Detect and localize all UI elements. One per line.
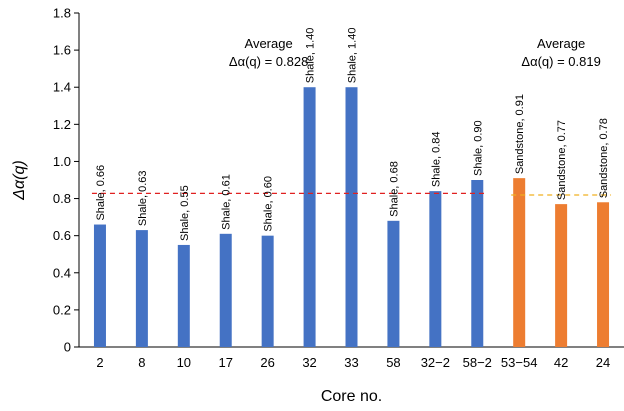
x-tick-label: 26: [260, 355, 274, 370]
average-lines: [91, 192, 612, 196]
bar: [219, 233, 232, 347]
bar: [177, 244, 190, 347]
x-axis-title: Core no.: [321, 388, 382, 405]
bar-data-label: Sandstone, 0.77: [556, 120, 568, 200]
bar-data-label: Shale, 0.68: [388, 161, 400, 217]
y-tick-label: 0.8: [53, 191, 71, 206]
bar-data-label: Shale, 0.60: [263, 176, 275, 232]
bar: [471, 180, 484, 347]
average-value: Δα(q) = 0.828: [229, 54, 308, 69]
bar-data-label: Shale, 0.55: [179, 185, 191, 241]
bar: [597, 202, 610, 347]
bar: [555, 204, 568, 347]
x-tick-label: 24: [596, 355, 610, 370]
bar-data-label: Shale, 1.40: [347, 28, 359, 84]
y-tick-label: 1.8: [53, 6, 71, 21]
bar: [93, 224, 106, 347]
average-title: Average: [245, 36, 293, 51]
y-tick-label: 1.2: [53, 117, 71, 132]
x-tick-label: 10: [177, 355, 191, 370]
bar-data-label: Shale, 0.66: [95, 165, 107, 221]
axes: 0 0.2 0.4 0.6 0.8 1.0 1.2 1.4 1.6 1.8 2 8 10 17 26 32 33…: [53, 6, 624, 370]
x-tick-label: 32: [302, 355, 316, 370]
average-value: Δα(q) = 0.819: [521, 54, 600, 69]
x-tick-label: 33: [344, 355, 358, 370]
y-tick-label: 0.6: [53, 228, 71, 243]
bar-data-label: Sandstone, 0.78: [598, 118, 610, 198]
y-tick-label: 0: [64, 340, 71, 355]
average-title: Average: [537, 36, 585, 51]
bar: [387, 220, 400, 347]
x-tick-label: 58−2: [463, 355, 492, 370]
y-tick-label: 0.2: [53, 302, 71, 317]
bar-data-label: Sandstone, 0.91: [514, 94, 526, 174]
bar-labels: Shale, 0.66 Shale, 0.63 Shale, 0.55 Shale, …: [95, 28, 610, 241]
y-tick-label: 1.0: [53, 154, 71, 169]
bar-data-label: Shale, 0.84: [430, 131, 442, 187]
y-axis-title: Δα(q): [11, 160, 28, 200]
bar: [303, 87, 316, 347]
y-tick-label: 1.6: [53, 43, 71, 58]
y-tick-label: 0.4: [53, 265, 71, 280]
bar-data-label: Shale, 0.90: [472, 120, 484, 176]
x-tick-label: 8: [138, 355, 145, 370]
x-tick-label: 32−2: [421, 355, 450, 370]
bar: [261, 235, 274, 347]
bar: [135, 230, 148, 347]
x-tick-label: 2: [96, 355, 103, 370]
x-tick-label: 42: [554, 355, 568, 370]
y-tick-label: 1.4: [53, 80, 71, 95]
bars: [93, 87, 610, 347]
bar-data-label: Shale, 0.61: [221, 174, 233, 230]
bar-data-label: Shale, 1.40: [305, 28, 317, 84]
x-tick-label: 53−54: [501, 355, 538, 370]
bar-data-label: Shale, 0.63: [137, 170, 149, 226]
x-tick-label: 17: [218, 355, 232, 370]
bar: [345, 87, 358, 347]
x-tick-label: 58: [386, 355, 400, 370]
bar: [429, 191, 442, 347]
bar: [513, 178, 526, 347]
